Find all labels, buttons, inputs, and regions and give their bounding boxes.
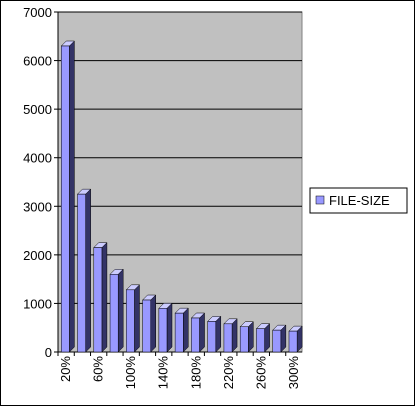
x-tick-label: 100%: [123, 356, 138, 390]
bar: [174, 312, 184, 353]
legend-swatch: [315, 195, 325, 205]
bar: [239, 326, 249, 353]
x-tick-label: 180%: [188, 356, 203, 390]
bar-side: [183, 307, 189, 353]
y-tick-label: 1000: [23, 296, 52, 311]
bar: [288, 330, 298, 353]
legend-box: [309, 187, 408, 214]
y-tick-label: 0: [45, 345, 52, 360]
y-tick-label: 5000: [23, 102, 52, 117]
bar: [142, 299, 151, 353]
bar: [93, 247, 103, 353]
bar-side: [85, 188, 91, 353]
y-tick-label: 2000: [23, 248, 52, 263]
x-tick-label: 20%: [58, 356, 73, 382]
bar: [61, 45, 70, 353]
x-tick-label: 140%: [156, 356, 171, 390]
bar: [207, 321, 217, 353]
x-tick-label: 300%: [286, 356, 301, 390]
bar: [191, 317, 200, 353]
bar-side: [101, 241, 108, 353]
y-tick-label: 4000: [23, 151, 52, 166]
bar: [158, 308, 168, 353]
x-tick-label: 220%: [221, 356, 236, 390]
bar-side: [231, 318, 238, 353]
bar-side: [117, 268, 124, 353]
y-tick-label: 6000: [23, 54, 52, 69]
x-tick-label: 60%: [91, 356, 106, 382]
bar: [256, 328, 265, 353]
bar-side: [166, 302, 173, 353]
bar: [109, 274, 119, 353]
bar: [77, 193, 86, 353]
legend-label: FILE-SIZE: [329, 193, 390, 208]
bar-side: [199, 312, 205, 353]
bar: [272, 329, 282, 353]
bar: [223, 323, 233, 353]
bar: [126, 289, 135, 353]
x-tick-label: 260%: [253, 356, 268, 390]
bar-side: [150, 294, 156, 353]
y-tick-label: 3000: [23, 199, 52, 214]
y-tick-label: 7000: [23, 5, 52, 20]
bar-side: [134, 284, 140, 353]
bar-side: [215, 315, 222, 353]
bar-side: [69, 40, 75, 353]
